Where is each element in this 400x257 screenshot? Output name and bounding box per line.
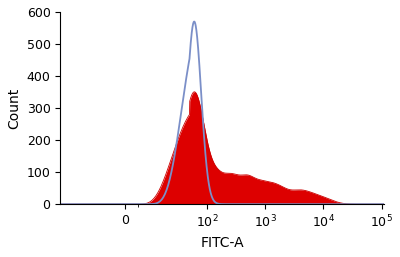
X-axis label: FITC-A: FITC-A xyxy=(200,236,244,250)
Y-axis label: Count: Count xyxy=(7,87,21,129)
